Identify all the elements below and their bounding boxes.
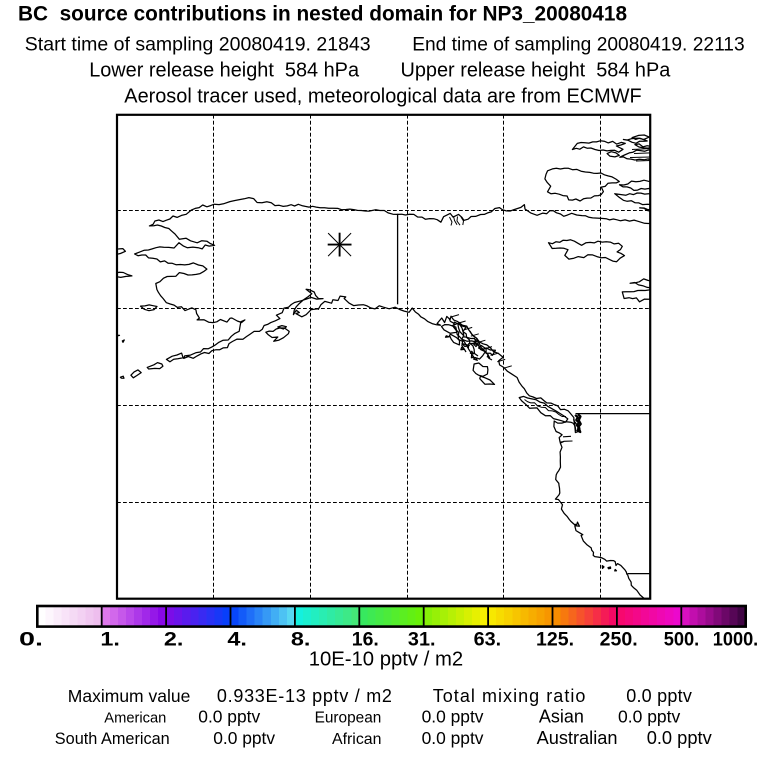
svg-text:0.0 pptv: 0.0 pptv — [618, 707, 681, 727]
svg-text:Asian: Asian — [539, 707, 584, 727]
svg-text:500.: 500. — [664, 629, 700, 651]
svg-text:0.0 pptv: 0.0 pptv — [422, 707, 484, 727]
svg-text:250.: 250. — [600, 629, 638, 651]
svg-text:0.0 pptv: 0.0 pptv — [626, 686, 692, 706]
svg-text:0.: 0. — [19, 629, 43, 651]
svg-text:Upper release height 584 hPa: Upper release height 584 hPa — [401, 60, 672, 82]
svg-text:Maximum value: Maximum value — [68, 686, 191, 706]
svg-text:South American: South American — [55, 730, 170, 748]
svg-text:0.933E-13 pptv / m2: 0.933E-13 pptv / m2 — [217, 686, 393, 706]
svg-text:0.0 pptv: 0.0 pptv — [422, 728, 484, 748]
svg-text:0.0 pptv: 0.0 pptv — [647, 727, 713, 748]
svg-text:16.: 16. — [352, 629, 379, 651]
svg-text:American: American — [104, 711, 166, 727]
svg-text:Aerosol tracer used, meteorolo: Aerosol tracer used, meteorological data… — [124, 86, 641, 108]
svg-text:Total mixing ratio: Total mixing ratio — [433, 686, 587, 706]
svg-text:125.: 125. — [536, 629, 574, 651]
svg-text:1000.: 1000. — [713, 629, 759, 651]
svg-text:2.: 2. — [164, 629, 184, 651]
svg-text:Australian: Australian — [537, 728, 618, 748]
svg-text:4.: 4. — [227, 629, 247, 651]
svg-text:0.0 pptv: 0.0 pptv — [198, 707, 260, 727]
svg-text:End time of sampling 20080419.: End time of sampling 20080419. 22113 — [412, 35, 744, 56]
svg-text:1.: 1. — [100, 629, 120, 651]
svg-text:Start time of sampling 2008041: Start time of sampling 20080419. 21843 — [25, 34, 371, 56]
svg-text:8.: 8. — [291, 629, 311, 651]
svg-text:Lower release height 584 hPa: Lower release height 584 hPa — [89, 60, 360, 82]
svg-text:African: African — [332, 731, 381, 748]
svg-text:31.: 31. — [408, 629, 436, 651]
svg-text:63.: 63. — [474, 629, 502, 651]
svg-text:0.0 pptv: 0.0 pptv — [213, 728, 275, 748]
svg-text:BC source contributions in ne: BC source contributions in nested domain… — [18, 3, 627, 26]
svg-text:European: European — [315, 710, 382, 727]
svg-text:10E-10 pptv / m2: 10E-10 pptv / m2 — [309, 649, 463, 671]
